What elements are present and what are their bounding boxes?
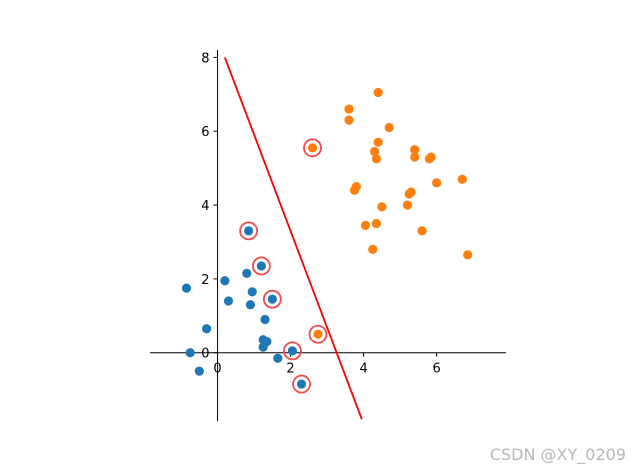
data-point-class-0 bbox=[194, 366, 204, 376]
decision-boundary bbox=[224, 57, 363, 420]
data-point-class-0 bbox=[223, 296, 234, 306]
watermark: CSDN @XY_0209 bbox=[489, 445, 626, 464]
data-point-class-1 bbox=[360, 220, 371, 230]
data-point-class-1 bbox=[371, 218, 381, 229]
data-point-class-1 bbox=[377, 202, 387, 212]
data-point-class-1 bbox=[307, 143, 318, 153]
data-point-class-0 bbox=[296, 379, 307, 389]
y-tick-label: 4 bbox=[201, 199, 209, 214]
data-point-class-0 bbox=[287, 346, 297, 356]
support-vector-ring bbox=[282, 341, 302, 361]
data-point-class-1 bbox=[410, 152, 420, 162]
support-vector-ring bbox=[292, 374, 311, 394]
data-point-class-0 bbox=[247, 287, 257, 297]
data-point-class-0 bbox=[273, 353, 283, 363]
y-tick-label: 6 bbox=[201, 125, 209, 140]
y-tick-label: 8 bbox=[201, 51, 209, 66]
data-point-class-0 bbox=[256, 261, 266, 271]
data-point-class-1 bbox=[373, 87, 383, 98]
data-point-class-0 bbox=[245, 300, 256, 310]
data-points bbox=[181, 87, 473, 389]
data-point-class-1 bbox=[457, 174, 467, 184]
data-point-class-1 bbox=[368, 244, 378, 254]
x-tick-label: 4 bbox=[359, 362, 367, 377]
x-tick-label: 6 bbox=[432, 362, 440, 377]
support-vector-ring bbox=[262, 289, 282, 309]
data-point-class-1 bbox=[463, 250, 473, 260]
y-tick-label: 0 bbox=[201, 347, 209, 362]
support-vector-ring bbox=[303, 138, 322, 158]
support-vector-ring bbox=[251, 256, 271, 276]
data-point-class-1 bbox=[410, 145, 420, 155]
support-vector-ring bbox=[308, 324, 328, 344]
highlight-rings bbox=[239, 138, 328, 394]
data-point-class-1 bbox=[432, 178, 442, 188]
data-point-class-0 bbox=[243, 226, 254, 236]
data-point-class-0 bbox=[267, 294, 277, 304]
data-point-class-1 bbox=[344, 104, 354, 114]
data-point-class-0 bbox=[220, 276, 230, 286]
data-point-class-0 bbox=[242, 268, 252, 278]
data-point-class-0 bbox=[258, 342, 268, 352]
data-point-class-0 bbox=[181, 283, 192, 293]
x-tick-label: 0 bbox=[213, 362, 221, 377]
data-point-class-1 bbox=[369, 146, 380, 157]
y-tick-label: 2 bbox=[201, 273, 209, 288]
data-point-class-1 bbox=[371, 154, 381, 164]
data-point-class-1 bbox=[426, 152, 436, 162]
support-vector-ring bbox=[239, 221, 258, 241]
axes: 0 2 4 6 0 2 4 6 8 bbox=[150, 50, 506, 421]
data-point-class-0 bbox=[201, 324, 212, 334]
data-point-class-1 bbox=[313, 329, 323, 339]
data-point-class-1 bbox=[349, 185, 360, 195]
data-point-class-1 bbox=[406, 187, 416, 197]
data-point-class-1 bbox=[384, 122, 394, 133]
data-point-class-0 bbox=[260, 314, 270, 325]
decision-line bbox=[224, 57, 363, 420]
x-tick-label: 2 bbox=[286, 362, 294, 377]
data-point-class-1 bbox=[402, 200, 413, 210]
data-point-class-1 bbox=[417, 226, 427, 236]
data-point-class-1 bbox=[373, 137, 383, 147]
data-point-class-0 bbox=[185, 348, 195, 358]
data-point-class-1 bbox=[344, 115, 354, 125]
